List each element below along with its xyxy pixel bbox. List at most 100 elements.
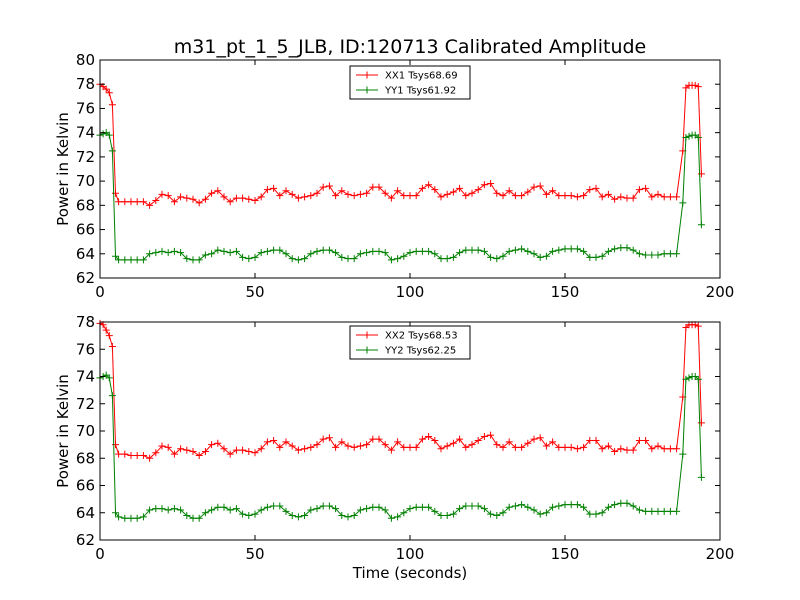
subplot-2-series-2-point xyxy=(580,503,588,511)
subplot-2-series-1-point xyxy=(555,443,563,451)
subplot-1-series-2-point xyxy=(487,253,495,261)
subplot-1-series-2-point xyxy=(183,255,191,263)
subplot-2-series-1-point xyxy=(146,454,154,462)
subplot-1-series-1-point xyxy=(158,190,166,198)
subplot-2-series-2-point xyxy=(505,503,513,511)
subplot-1-legend-label: YY1 Tsys61.92 xyxy=(384,86,456,97)
subplot-2-series-2-point xyxy=(158,505,166,513)
subplot-1-series-1-point xyxy=(549,187,557,195)
subplot-2-series-2-point xyxy=(121,514,129,522)
subplot-2-y-tick-label: 64 xyxy=(76,504,95,522)
subplot-1-series-1-point xyxy=(418,184,426,192)
subplot-2-series-2-point xyxy=(313,505,321,513)
subplot-2-series-1-point xyxy=(648,445,656,453)
subplot-1-series-2-point xyxy=(294,256,302,264)
subplot-1-series-1-point xyxy=(480,181,488,189)
subplot-2-series-1-point xyxy=(332,443,340,451)
subplot-2-series-2-point xyxy=(232,505,240,513)
subplot-1-x-tick-label: 150 xyxy=(551,283,580,301)
subplot-2-series-2-point xyxy=(611,501,619,509)
subplot-2-y-tick-label: 72 xyxy=(76,395,95,413)
subplot-1-series-2-point xyxy=(623,244,631,252)
subplot-1-series-1-point xyxy=(406,192,414,200)
subplot-1-series-1-point xyxy=(319,183,327,191)
subplot-1-series-1-point xyxy=(474,186,482,194)
subplot-1-series-1-point xyxy=(387,194,395,202)
subplot-1-series-2-point xyxy=(276,246,284,254)
subplot-1-series-1-point xyxy=(400,192,408,200)
subplot-2-series-1-point xyxy=(586,437,594,445)
subplot-1-series-1-point xyxy=(276,192,284,200)
subplot-1-series-2-point xyxy=(511,246,519,254)
subplot-2-series-1-point xyxy=(226,450,234,458)
subplot-1-series-2-point xyxy=(666,250,674,258)
subplot-1-series-1-point xyxy=(493,189,501,197)
subplot-1-series-2-point xyxy=(307,250,315,258)
subplot-1-series-1-point xyxy=(325,182,333,190)
subplot-2-series-1-point xyxy=(394,438,402,446)
subplot-2-series-2-point xyxy=(307,506,315,514)
x-axis-label: Time (seconds) xyxy=(352,564,468,582)
subplot-2-series-2-point xyxy=(586,510,594,518)
subplot-1-series-1-point xyxy=(431,186,439,194)
subplot-1-series-2-point xyxy=(660,250,668,258)
subplot-1: 0 50 100 150 200 62 64 66 68 70 72 74 76 78 80 Power in… xyxy=(54,51,734,301)
subplot-1-series-1-point xyxy=(208,189,216,197)
subplot-2-series-2-point xyxy=(511,502,519,510)
subplot-1-series-2-point xyxy=(394,255,402,263)
subplot-2-series-2-point xyxy=(381,506,389,514)
subplot-1-series-1-point xyxy=(263,186,271,194)
subplot-2-series-2-point xyxy=(263,503,271,511)
subplot-2-series-1-point xyxy=(301,445,309,453)
subplot-1-series-2-point xyxy=(288,255,296,263)
subplot-1-series-1-point xyxy=(524,188,532,196)
subplot-1-series-2-point xyxy=(524,247,532,255)
subplot-2-series-1-point xyxy=(462,443,470,451)
subplot-1-series-1-point xyxy=(573,193,581,201)
subplot-2-series-1-point xyxy=(604,442,612,450)
subplot-1-series-1-point xyxy=(146,201,154,209)
chart-title: m31_pt_1_5_JLB, ID:120713 Calibrated Amp… xyxy=(174,36,646,58)
subplot-2-series-2-point xyxy=(338,511,346,519)
subplot-2-series-1-point xyxy=(232,446,240,454)
subplot-2-series-1-point xyxy=(363,441,371,449)
subplot-2-series-2-point xyxy=(549,503,557,511)
subplot-2-series-2-point xyxy=(319,502,327,510)
subplot-2-series-2-point xyxy=(431,507,439,515)
subplot-2-series-2-point xyxy=(270,502,278,510)
subplot-1-y-tick-label: 62 xyxy=(76,269,95,287)
subplot-2-legend-swatch-marker xyxy=(363,331,371,339)
subplot-1-series-1-point xyxy=(487,180,495,188)
plot-area-group: 0 50 100 150 200 62 64 66 68 70 72 74 76 78 80 Power in… xyxy=(54,51,734,563)
subplot-2-series-2-point xyxy=(642,507,650,515)
subplot-1-series-1-point xyxy=(468,189,476,197)
subplot-2-series-1-point xyxy=(313,441,321,449)
subplot-2: 0 50 100 150 200 62 64 66 68 70 72 74 76 78 Power in K… xyxy=(54,313,734,563)
subplot-2-y-tick-label: 66 xyxy=(76,477,95,495)
subplot-1-series-2-point xyxy=(400,252,408,260)
subplot-2-series-2-point xyxy=(363,505,371,513)
subplot-1-series-1-point xyxy=(425,181,433,189)
subplot-1-series-1-point xyxy=(301,193,309,201)
subplot-2-series-2-point xyxy=(301,511,309,519)
subplot-2-series-2-point xyxy=(387,514,395,522)
subplot-2-series-1-point xyxy=(263,438,271,446)
subplot-1-x-tick-label: 50 xyxy=(245,283,264,301)
subplot-2-series-1-point xyxy=(437,445,445,453)
subplot-2-series-1-point xyxy=(524,439,532,447)
subplot-1-y-tick-label: 66 xyxy=(76,221,95,239)
subplot-1-series-2-point xyxy=(263,247,271,255)
subplot-2-series-1-point xyxy=(108,343,116,351)
subplot-2-y-tick-label: 68 xyxy=(76,449,95,467)
subplot-2-series-1-point xyxy=(623,446,631,454)
subplot-1-series-2-point xyxy=(654,251,662,259)
subplot-2-series-1-point xyxy=(270,437,278,445)
subplot-1-series-2-point xyxy=(99,130,107,138)
subplot-1-series-2-point xyxy=(245,255,253,263)
subplot-1-series-2-point xyxy=(344,255,352,263)
subplot-2-series-2-point xyxy=(679,450,687,458)
subplot-2-series-1-point xyxy=(344,442,352,450)
subplot-2-series-1-point xyxy=(592,437,600,445)
subplot-1-legend: XX1 Tsys68.69 YY1 Tsys61.92 xyxy=(349,65,471,100)
